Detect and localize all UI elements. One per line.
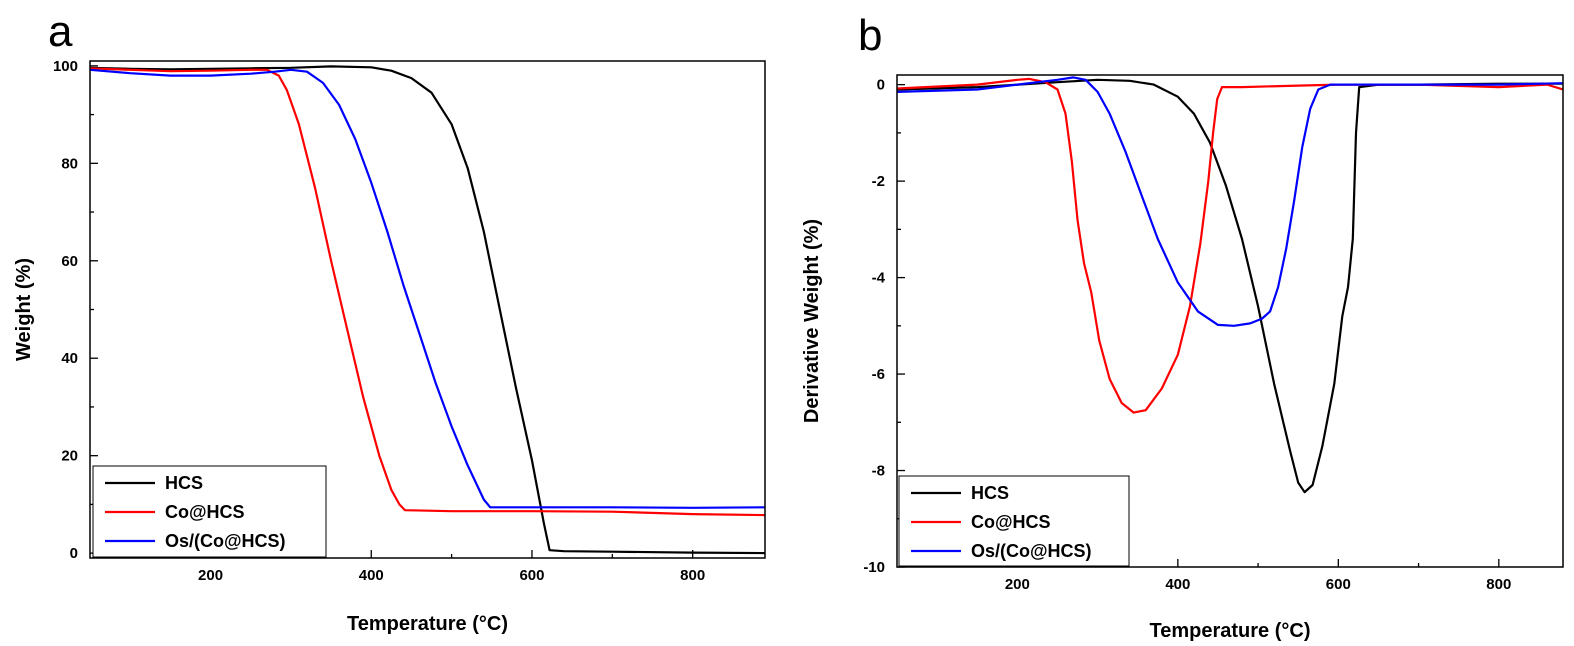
x-tick-label: 200 xyxy=(1005,576,1030,593)
x-tick-label: 600 xyxy=(1326,576,1351,593)
legend-label: Os/(Co@HCS) xyxy=(971,541,1092,561)
legend-label: Co@HCS xyxy=(971,512,1051,532)
series-line-hcs xyxy=(897,78,1563,494)
series-line-os-co-hcs- xyxy=(897,76,1563,327)
x-axis-title: Temperature (°C) xyxy=(1150,620,1311,642)
y-tick-label: -10 xyxy=(863,559,885,576)
panel-letter: b xyxy=(858,11,882,60)
series-line-co-hcs xyxy=(897,77,1563,414)
y-tick-label: 80 xyxy=(61,155,78,172)
x-tick-label: 800 xyxy=(1486,576,1511,593)
x-tick-label: 800 xyxy=(680,567,705,584)
y-tick-label: -8 xyxy=(872,463,885,480)
y-tick-label: 20 xyxy=(61,448,78,465)
y-tick-label: 0 xyxy=(877,77,885,94)
chart-panel-b: b 200 400 600 800 0 -2 -4 -6 -8 -10 Temperature (°C… xyxy=(801,11,1564,642)
series-line-hcs xyxy=(90,65,765,555)
panel-letter: a xyxy=(48,7,73,56)
x-tick-label: 400 xyxy=(1165,576,1190,593)
plot-frame xyxy=(896,74,1564,568)
y-tick-label: -2 xyxy=(872,173,885,190)
series-line-os-co-hcs- xyxy=(90,68,765,509)
legend: HCS Co@HCS Os/(Co@HCS) xyxy=(92,465,327,558)
y-tick-label: -4 xyxy=(872,270,886,287)
legend-label: Co@HCS xyxy=(165,502,245,522)
x-axis-title: Temperature (°C) xyxy=(347,613,508,635)
y-axis-title: Derivative Weight (%) xyxy=(801,219,823,423)
x-tick-label: 400 xyxy=(359,567,384,584)
chart-panel-a: a 200 400 600 800 0 20 40 60 80 100 Temperature (°C… xyxy=(13,7,766,635)
series-line-co-hcs xyxy=(90,67,765,517)
x-tick-label: 200 xyxy=(198,567,223,584)
legend: HCS Co@HCS Os/(Co@HCS) xyxy=(898,475,1130,567)
y-axis-title: Weight (%) xyxy=(13,258,35,361)
y-tick-label: 40 xyxy=(61,350,78,367)
legend-label: HCS xyxy=(165,473,203,493)
y-tick-label: -6 xyxy=(872,366,885,383)
y-tick-label: 100 xyxy=(53,58,78,75)
legend-label: Os/(Co@HCS) xyxy=(165,531,286,551)
y-tick-label: 0 xyxy=(70,545,78,562)
x-tick-label: 600 xyxy=(519,567,544,584)
y-tick-label: 60 xyxy=(61,253,78,270)
legend-label: HCS xyxy=(971,483,1009,503)
